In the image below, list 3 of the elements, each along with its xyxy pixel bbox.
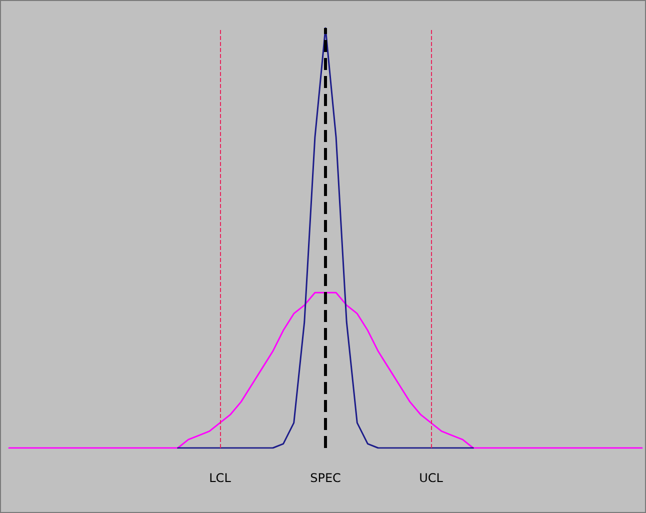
x-tick-label: LCL bbox=[209, 471, 232, 485]
x-tick-label: UCL bbox=[419, 471, 444, 485]
x-tick-label: SPEC bbox=[310, 471, 341, 485]
